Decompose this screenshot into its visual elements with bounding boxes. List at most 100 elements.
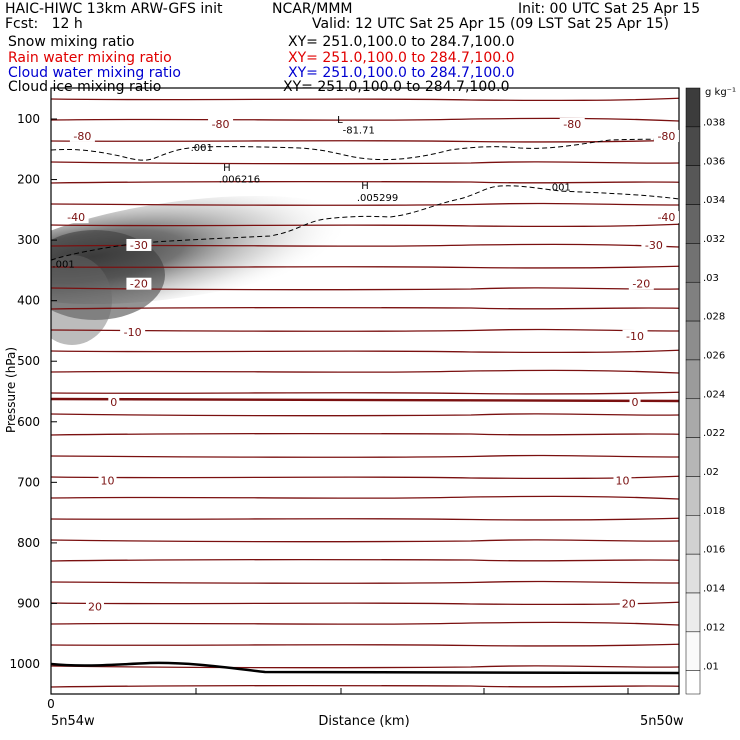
- colorbar-swatch: [685, 515, 701, 555]
- colorbar-swatch: [685, 592, 701, 633]
- isotherm-line: [51, 558, 679, 562]
- field-name-cloud-ice: Cloud ice mixing ratio: [8, 79, 162, 95]
- label-bg: [69, 129, 95, 142]
- isotherm-label: 0: [632, 396, 639, 409]
- label-bg: [63, 211, 89, 224]
- chart-org: NCAR/MMM: [272, 1, 353, 17]
- y-axis: 100 200 300 400 500 600 700 800 900 1000: [9, 112, 57, 671]
- chart-title-left: HAIC-HIWC 13km ARW-GFS init: [5, 1, 223, 17]
- isotherm-line: [51, 665, 679, 669]
- label-bg: [208, 117, 234, 130]
- x-axis-label: Distance (km): [318, 714, 409, 729]
- isotherm-label: -20: [130, 278, 148, 291]
- isotherm-line: [51, 328, 679, 332]
- isotherm-label: -80: [73, 130, 91, 143]
- isotherm-line: [51, 139, 679, 143]
- label-bg: [619, 597, 638, 610]
- colorbar-tick-label: .028: [703, 312, 725, 323]
- colorbar-tick-label: .034: [703, 195, 725, 206]
- isotherm-label: -80: [212, 118, 230, 131]
- plot-frame: [50, 87, 680, 695]
- isotherm-lines: [51, 97, 679, 688]
- colorbar-swatch: [685, 476, 701, 516]
- isotherm-line: [51, 413, 679, 417]
- contour-annotation: L: [337, 115, 343, 126]
- label-bg: [653, 129, 679, 142]
- colorbar-tick-label: .032: [703, 234, 725, 245]
- colorbar-tick-label: .03: [703, 273, 719, 284]
- contour-annotation: .006216: [219, 175, 260, 186]
- colorbar-tick-label: .036: [703, 156, 725, 167]
- freezing-level-line: [50, 397, 680, 403]
- x-right-location-label: 5n50w: [640, 714, 684, 729]
- colorbar: .01 .012 .014 .016 .018 .02 .022 .024 .026 .028 .0…: [685, 87, 725, 695]
- isotherm-line: [51, 223, 679, 228]
- field-name-cloud-water: Cloud water mixing ratio: [8, 65, 181, 81]
- colorbar-tick-label: .038: [703, 117, 725, 128]
- cloud-ice-contour: [50, 138, 680, 161]
- isotherm-line: [51, 495, 679, 500]
- colorbar-swatch: [685, 204, 701, 244]
- field-xy-cloud-water: XY= 251.0,100.0 to 284.7,100.0: [288, 65, 515, 81]
- label-bg: [98, 474, 117, 487]
- isotherm-line: [51, 580, 679, 584]
- isotherm-label: 20: [622, 597, 636, 610]
- y-tick-label: 800: [17, 536, 40, 550]
- isotherm-label: -10: [124, 326, 142, 339]
- isotherm-line: [51, 117, 679, 122]
- colorbar-swatch: [685, 281, 701, 322]
- cloud-ice-contour-lower: [50, 185, 680, 261]
- isotherm-label: -80: [563, 118, 581, 131]
- colorbar-swatch: [685, 631, 701, 671]
- contour-annotation: .001: [191, 143, 213, 154]
- y-axis-label: Pressure (hPa): [4, 347, 18, 433]
- colorbar-tick-label: .018: [703, 506, 725, 517]
- isotherm-line: [51, 349, 679, 354]
- colorbar-swatch: [685, 437, 701, 477]
- y-tick-label: 300: [17, 233, 40, 247]
- isotherm-label: -30: [130, 239, 148, 252]
- colorbar-tick-label: .026: [703, 351, 725, 362]
- colorbar-swatch: [685, 243, 701, 283]
- isotherm-label: -80: [657, 130, 675, 143]
- y-tick-label: 100: [17, 112, 40, 126]
- isotherm-line: [51, 684, 679, 688]
- field-xy-cloud-ice: XY= 251.0,100.0 to 284.7,100.0: [283, 79, 510, 95]
- colorbar-tick-label: .022: [703, 428, 725, 439]
- colorbar-tick-label: .024: [703, 389, 725, 400]
- label-bg: [641, 238, 667, 251]
- label-bg: [85, 600, 104, 613]
- isotherm-line: [51, 601, 679, 606]
- isotherm-label: 0: [110, 396, 117, 409]
- colorbar-swatch: [685, 87, 701, 128]
- colorbar-tick-label: .014: [703, 584, 725, 595]
- x-left-location-label: 5n54w: [51, 714, 95, 729]
- colorbar-tick-label: .01: [703, 661, 719, 672]
- label-bg: [126, 277, 152, 290]
- isotherm-label: -40: [657, 211, 675, 224]
- field-xy-snow: XY= 251.0,100.0 to 284.7,100.0: [288, 34, 515, 50]
- field-name-snow: Snow mixing ratio: [8, 34, 135, 50]
- chart-forecast-hour: Fcst: 12 h: [5, 16, 83, 32]
- isotherm-line: [51, 391, 679, 395]
- isotherm-line: [51, 369, 679, 374]
- isotherm-line: [51, 287, 679, 291]
- label-bg: [613, 474, 632, 487]
- y-tick-label: 400: [17, 294, 40, 308]
- isotherm-line: [51, 161, 679, 165]
- isotherm-line: [51, 621, 679, 626]
- contour-annotation: H: [361, 181, 369, 192]
- label-bg: [629, 395, 641, 408]
- label-bg: [126, 238, 152, 251]
- field-name-rain: Rain water mixing ratio: [8, 50, 172, 66]
- y-tick-label: 200: [17, 173, 40, 187]
- y-tick-label: 1000: [9, 657, 40, 671]
- colorbar-swatch: [685, 359, 701, 400]
- contour-annotation: -81.71: [343, 126, 375, 137]
- isotherm-line: [51, 517, 679, 521]
- colorbar-tick-label: .02: [703, 467, 719, 478]
- isotherm-line: [51, 265, 679, 269]
- y-tick-label: 700: [17, 475, 40, 489]
- x-tick-label-zero: 0: [47, 697, 55, 711]
